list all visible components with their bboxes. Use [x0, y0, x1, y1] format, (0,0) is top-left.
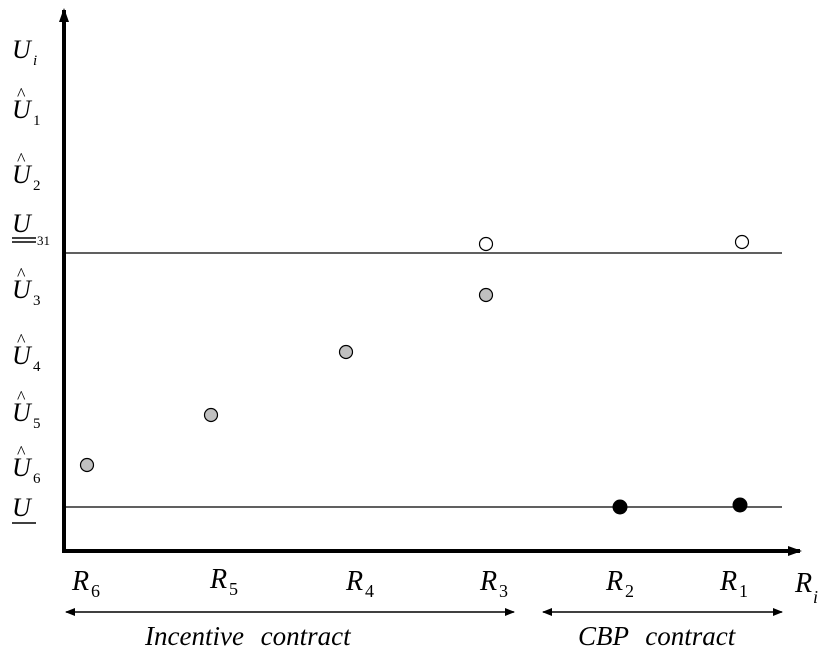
svg-text:^: ^: [17, 149, 26, 169]
svg-text:U: U: [12, 453, 33, 482]
svg-text:U: U: [12, 209, 33, 238]
y-label-u-hat-2: ^ U 2: [12, 149, 41, 194]
svg-text:31: 31: [37, 233, 50, 248]
svg-text:R: R: [719, 566, 737, 597]
r6-point: [79, 457, 95, 473]
r1-point-filled: [732, 497, 748, 513]
svg-text:1: 1: [739, 581, 748, 601]
svg-text:6: 6: [91, 581, 100, 601]
y-label-u-lower: U: [12, 493, 36, 524]
y-label-u-hat-3: ^ U 3: [12, 264, 41, 309]
svg-text:i: i: [813, 587, 818, 607]
svg-text:R: R: [71, 566, 89, 597]
x-label-r2: R 2: [605, 566, 634, 601]
svg-text:U: U: [12, 95, 33, 124]
svg-text:R: R: [794, 568, 812, 599]
r3-point-open: [478, 236, 494, 252]
x-label-r1: R 1: [719, 566, 748, 601]
svg-text:R: R: [209, 564, 227, 595]
svg-text:U: U: [12, 160, 33, 189]
incentive-contract-label: Incentive contract: [144, 621, 352, 651]
x-label-r6: R 6: [71, 566, 100, 601]
svg-text:3: 3: [33, 293, 41, 309]
svg-text:R: R: [479, 566, 497, 597]
svg-text:U: U: [12, 493, 33, 522]
svg-text:4: 4: [33, 359, 41, 375]
svg-text:U: U: [12, 398, 33, 427]
r5-point: [203, 407, 219, 423]
svg-text:i: i: [33, 53, 37, 69]
svg-text:6: 6: [33, 471, 41, 487]
svg-text:2: 2: [33, 178, 41, 194]
svg-text:1: 1: [33, 113, 41, 129]
svg-text:U: U: [12, 275, 33, 304]
svg-text:4: 4: [365, 581, 374, 601]
y-label-u-hat-6: ^ U 6: [12, 442, 41, 487]
svg-text:^: ^: [17, 387, 26, 407]
svg-text:5: 5: [33, 416, 41, 432]
y-label-u-31: U 31: [12, 209, 50, 248]
y-label-u-hat-4: ^ U 4: [12, 330, 41, 375]
x-label-r3: R 3: [479, 566, 508, 601]
x-axis-title: R i: [794, 568, 818, 607]
svg-text:^: ^: [17, 264, 26, 284]
svg-text:U: U: [12, 35, 33, 64]
svg-text:2: 2: [625, 581, 634, 601]
svg-text:5: 5: [229, 579, 238, 599]
y-axis-title: U i: [12, 35, 37, 69]
r1-point-open: [734, 234, 750, 250]
svg-text:U: U: [12, 341, 33, 370]
svg-text:3: 3: [499, 581, 508, 601]
r2-point: [612, 499, 628, 515]
cbp-contract-label: CBP contract: [578, 621, 737, 651]
svg-text:^: ^: [17, 442, 26, 462]
y-label-u-hat-1: ^ U 1: [12, 84, 41, 129]
svg-text:^: ^: [17, 330, 26, 350]
svg-text:R: R: [345, 566, 363, 597]
svg-text:^: ^: [17, 84, 26, 104]
r4-point: [338, 344, 354, 360]
svg-text:R: R: [605, 566, 623, 597]
x-label-r4: R 4: [345, 566, 374, 601]
r3-point-gray: [478, 287, 494, 303]
x-label-r5: R 5: [209, 564, 238, 599]
y-label-u-hat-5: ^ U 5: [12, 387, 41, 432]
